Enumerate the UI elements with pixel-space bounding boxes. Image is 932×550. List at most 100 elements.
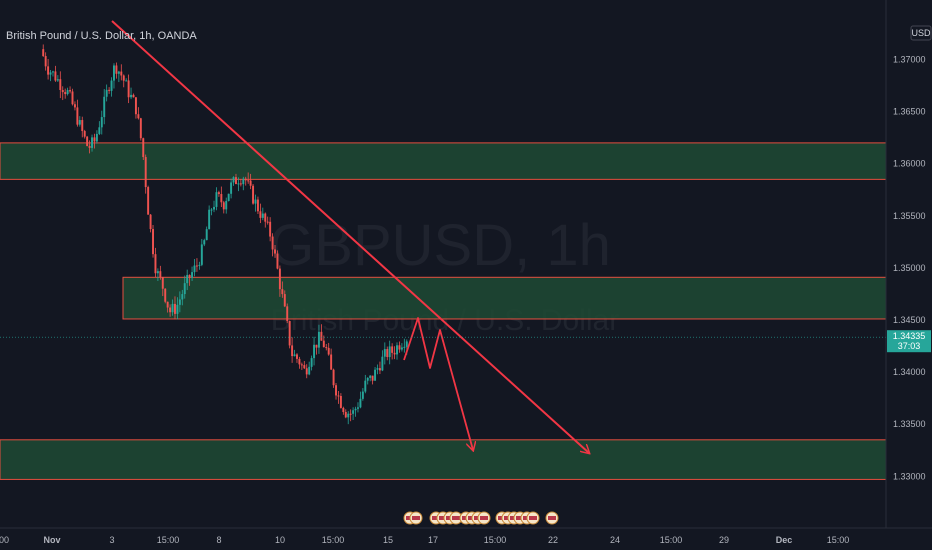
x-tick-label: 15:00 bbox=[660, 535, 683, 545]
candle-body bbox=[303, 365, 306, 369]
candle-body bbox=[317, 331, 320, 348]
candle-body bbox=[49, 72, 52, 75]
trendline-arrow[interactable] bbox=[111, 20, 589, 453]
candle-body bbox=[142, 138, 145, 158]
candle-body bbox=[200, 244, 203, 265]
candle-body bbox=[313, 344, 316, 359]
economic-events[interactable] bbox=[403, 511, 559, 525]
candle-body bbox=[108, 89, 111, 91]
event-flag-stripe bbox=[452, 516, 460, 520]
x-tick-label: 8 bbox=[216, 535, 221, 545]
candle-body bbox=[59, 79, 62, 90]
candle-body bbox=[222, 202, 225, 210]
y-tick-labels: 1.37000 1.36500 1.36000 1.35500 1.35000 1.345… bbox=[893, 55, 926, 482]
candle-body bbox=[300, 364, 303, 366]
candle-body bbox=[308, 366, 311, 375]
candle-body bbox=[122, 75, 125, 81]
candle-body bbox=[191, 272, 194, 278]
candle-body bbox=[86, 136, 89, 146]
candle-body bbox=[193, 265, 196, 273]
candle-body bbox=[115, 65, 118, 74]
candle-body bbox=[366, 377, 369, 381]
candle-body bbox=[254, 199, 257, 204]
candle-body bbox=[371, 375, 374, 381]
x-tick-label: 15:00 bbox=[484, 535, 507, 545]
candle-body bbox=[208, 209, 211, 230]
candle-body bbox=[176, 304, 179, 314]
x-tick-label: 22 bbox=[548, 535, 558, 545]
candle-body bbox=[215, 192, 218, 207]
candle-body bbox=[203, 240, 206, 245]
candle-body bbox=[374, 369, 377, 381]
candle-body bbox=[81, 120, 84, 132]
candle-body bbox=[400, 347, 403, 350]
drawings-layer[interactable] bbox=[111, 20, 589, 453]
candle-body bbox=[171, 303, 174, 313]
projected-path[interactable] bbox=[403, 317, 473, 450]
candle-body bbox=[213, 206, 215, 210]
candle-body bbox=[54, 71, 57, 81]
zone-rect[interactable] bbox=[0, 439, 887, 480]
zones-layer[interactable] bbox=[0, 142, 887, 480]
candle-body bbox=[256, 199, 259, 212]
currency-label: USD bbox=[911, 28, 931, 38]
zone-rect[interactable] bbox=[122, 276, 887, 320]
candle-body bbox=[291, 345, 294, 357]
candle-body bbox=[249, 180, 252, 186]
candle-body bbox=[134, 97, 137, 115]
event-flag-stripe bbox=[548, 516, 556, 520]
candle-body bbox=[227, 193, 230, 201]
candle-body bbox=[95, 133, 98, 142]
x-tick-label: Dec bbox=[776, 535, 793, 545]
x-tick-label: 15:00 bbox=[157, 535, 180, 545]
candle-body bbox=[98, 127, 101, 134]
candle-body bbox=[154, 254, 157, 274]
event-flag-stripe bbox=[412, 516, 420, 520]
time-axis[interactable] bbox=[0, 528, 932, 550]
candle-body bbox=[93, 137, 96, 142]
candle-body bbox=[293, 354, 296, 357]
candle-body bbox=[183, 283, 186, 295]
candle-body bbox=[342, 407, 345, 413]
candle-body bbox=[266, 221, 269, 223]
candle-body bbox=[152, 229, 154, 255]
candle-body bbox=[56, 79, 59, 81]
currency-button[interactable] bbox=[910, 25, 932, 41]
candle-body bbox=[310, 358, 313, 367]
x-tick-label: 00 bbox=[0, 535, 9, 545]
candle-body bbox=[347, 413, 350, 418]
candle-body bbox=[288, 321, 291, 346]
candle-body bbox=[210, 209, 213, 211]
candle-body bbox=[261, 213, 264, 218]
candle-body bbox=[327, 347, 330, 355]
candle-body bbox=[239, 183, 242, 185]
chart-title: British Pound / U.S. Dollar, 1h, OANDA bbox=[6, 30, 197, 42]
candle-body bbox=[161, 277, 164, 289]
candle-body bbox=[117, 71, 120, 74]
x-tick-label: 3 bbox=[109, 535, 114, 545]
candle-body bbox=[386, 349, 389, 358]
candle-body bbox=[259, 211, 262, 218]
candle-body bbox=[149, 214, 152, 230]
candle-body bbox=[230, 182, 233, 194]
last-price-countdown: 37:03 bbox=[898, 341, 921, 351]
x-tick-label: 29 bbox=[719, 535, 729, 545]
candle-body bbox=[322, 340, 325, 348]
candle-body bbox=[364, 380, 367, 392]
event-flag-stripe bbox=[432, 516, 440, 520]
price-axis[interactable] bbox=[886, 0, 932, 550]
candle-body bbox=[274, 249, 276, 254]
candle-body bbox=[217, 192, 220, 195]
candle-body bbox=[396, 345, 398, 355]
candle-body bbox=[144, 157, 147, 188]
x-tick-label: 17 bbox=[428, 535, 438, 545]
candle-body bbox=[174, 303, 176, 314]
zone-rect[interactable] bbox=[0, 142, 887, 180]
candle-body bbox=[178, 299, 181, 305]
y-tick-label: 1.34500 bbox=[893, 315, 926, 325]
candle-body bbox=[83, 131, 86, 137]
candle-body bbox=[66, 90, 69, 95]
candle-body bbox=[335, 385, 337, 396]
candle-body bbox=[44, 56, 47, 67]
